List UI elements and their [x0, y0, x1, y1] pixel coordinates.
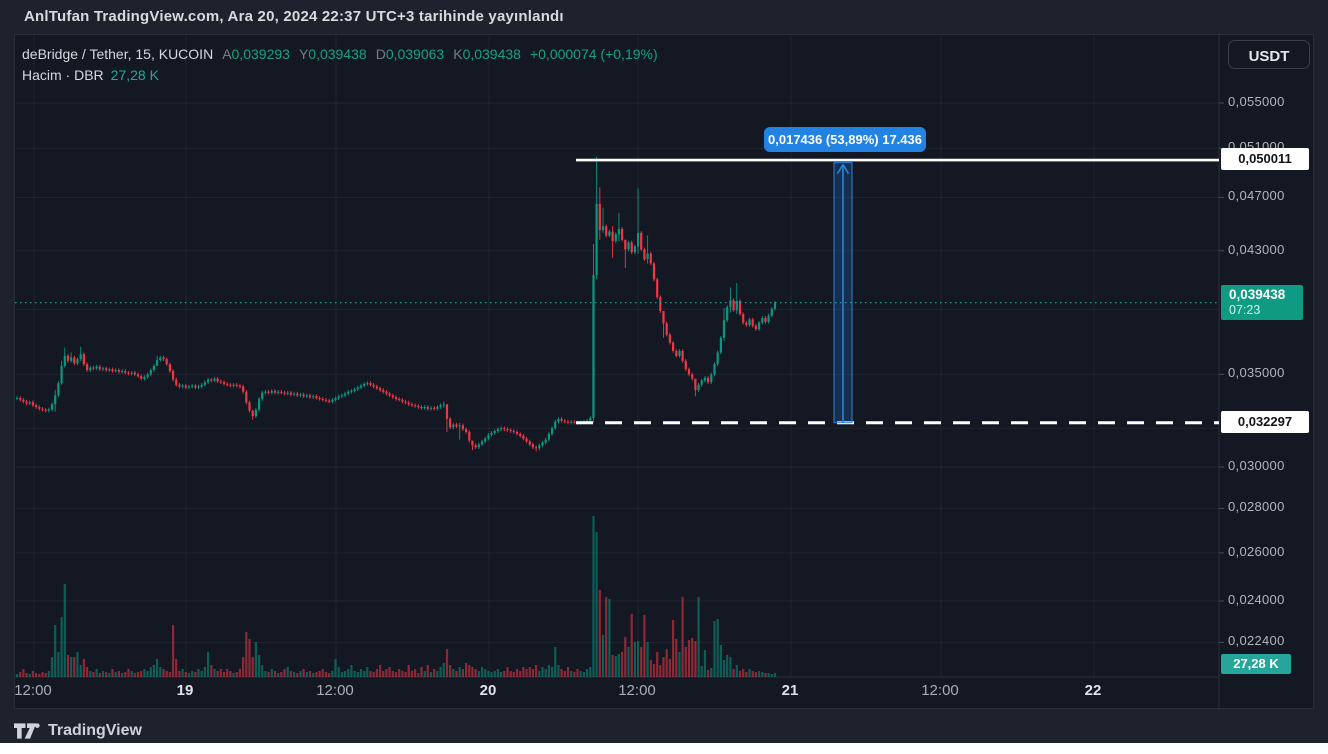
- price-tick-label: 0,047000: [1228, 188, 1285, 204]
- high-key: Y: [298, 46, 309, 62]
- price-tick-label: 0,024000: [1228, 591, 1285, 607]
- footer-brand[interactable]: TradingView: [14, 721, 142, 741]
- price-tick-label: 0,028000: [1228, 499, 1285, 515]
- chart-canvas[interactable]: [15, 35, 1315, 710]
- time-label-hour: 12:00: [316, 682, 354, 699]
- time-label-hour: 12:00: [14, 682, 52, 699]
- price-tick-label: 0,035000: [1228, 365, 1285, 381]
- open-key: A: [222, 46, 232, 62]
- time-label-day: 19: [176, 682, 194, 699]
- volume-axis-badge: 27,28 K: [1221, 654, 1291, 674]
- tradingview-logo-icon: [14, 723, 40, 739]
- time-label-day: 22: [1084, 682, 1102, 699]
- symbol-title[interactable]: deBridge / Tether, 15, KUCOIN: [22, 46, 214, 62]
- open-value: 0,039293: [231, 46, 290, 62]
- time-label-day: 21: [781, 682, 799, 699]
- high-value: 0,039438: [308, 46, 367, 62]
- price-tick-label: 0,030000: [1228, 457, 1285, 473]
- volume-value: 27,28 K: [110, 67, 159, 83]
- footer-brand-text: TradingView: [48, 722, 142, 739]
- volume-legend[interactable]: Hacim · DBR 27,28 K: [22, 67, 159, 83]
- currency-toggle-button[interactable]: USDT: [1228, 40, 1310, 69]
- price-tick-label: 0,043000: [1228, 241, 1285, 257]
- drawing-price-label: 0,050011: [1221, 148, 1309, 171]
- measure-arrow[interactable]: [833, 162, 853, 424]
- chart-widget: [14, 34, 1315, 710]
- gridlines: [15, 35, 1224, 710]
- volume-label: Hacim · DBR: [22, 67, 104, 83]
- low-value: 0,039063: [385, 46, 445, 62]
- price-tick-label: 0,022400: [1228, 633, 1285, 649]
- change-value: +0,000074 (+0,19%): [529, 46, 658, 62]
- measure-tool-label[interactable]: 0,017436 (53,89%) 17.436: [764, 127, 926, 152]
- bottom-strip: [0, 743, 1328, 754]
- price-tick-label: 0,055000: [1228, 94, 1285, 109]
- bar-countdown: 07:23: [1229, 302, 1261, 317]
- price-tick-label: 0,026000: [1228, 543, 1285, 559]
- chart-legend[interactable]: deBridge / Tether, 15, KUCOIN A0,039293 Y0…: [22, 46, 658, 62]
- publish-info: AnlTufan TradingView.com, Ara 20, 2024 2…: [24, 8, 564, 25]
- drawing-price-label: 0,032297: [1221, 410, 1309, 433]
- last-price-badge: 0,039438 07:23: [1221, 284, 1303, 320]
- close-value: 0,039438: [462, 46, 521, 62]
- time-label-day: 20: [479, 682, 497, 699]
- last-price-value: 0,039438: [1229, 286, 1286, 302]
- time-label-hour: 12:00: [618, 682, 656, 699]
- drawings[interactable]: [15, 158, 1219, 425]
- low-key: D: [375, 46, 386, 62]
- close-key: K: [453, 46, 463, 62]
- time-label-hour: 12:00: [921, 682, 959, 699]
- candles: [15, 156, 777, 452]
- volume-bars: [15, 516, 777, 677]
